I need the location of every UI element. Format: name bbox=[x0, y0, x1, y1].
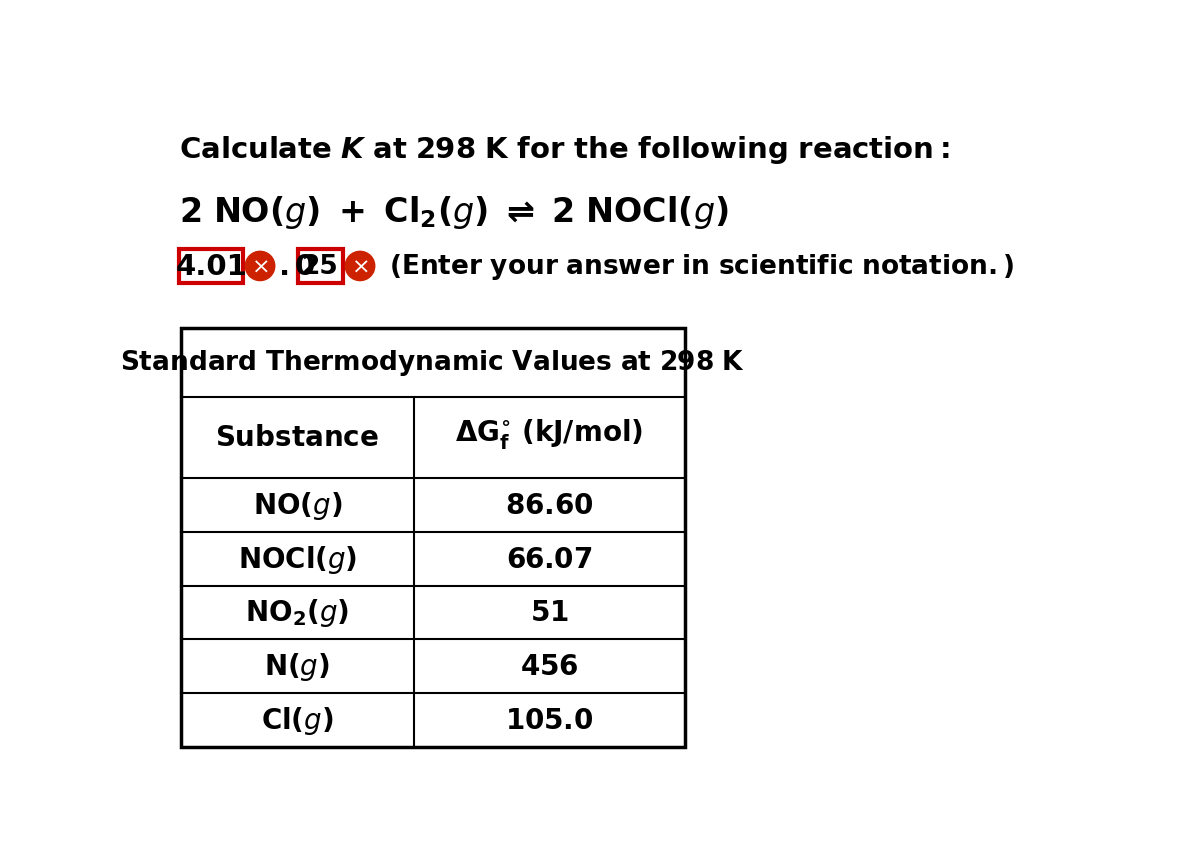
Text: $\mathbf{105.0}$: $\mathbf{105.0}$ bbox=[505, 706, 593, 734]
Text: 25: 25 bbox=[302, 254, 338, 279]
Text: $\times$: $\times$ bbox=[352, 257, 368, 277]
Circle shape bbox=[346, 252, 374, 281]
Text: $\mathbf{.0}$: $\mathbf{.0}$ bbox=[278, 252, 316, 280]
Text: $\mathbf{(Enter\ your\ answer\ in\ scientific\ notation.)}$: $\mathbf{(Enter\ your\ answer\ in\ scien… bbox=[389, 252, 1014, 282]
Text: $\mathbf{Substance}$: $\mathbf{Substance}$ bbox=[215, 424, 379, 452]
Bar bbox=[180, 250, 242, 284]
Text: $\times$: $\times$ bbox=[251, 257, 269, 277]
Text: $\mathbf{\Delta G^{\circ}_{f}\ (kJ/mol)}$: $\mathbf{\Delta G^{\circ}_{f}\ (kJ/mol)}… bbox=[455, 416, 643, 450]
Text: $\mathbf{456}$: $\mathbf{456}$ bbox=[520, 652, 578, 680]
Text: $\mathbf{Cl(\mathit{g})}$: $\mathbf{Cl(\mathit{g})}$ bbox=[260, 705, 334, 736]
Text: $\mathbf{Standard\ Thermodynamic\ Values\ at\ 298\ K}$: $\mathbf{Standard\ Thermodynamic\ Values… bbox=[120, 348, 745, 378]
Bar bbox=[298, 250, 343, 284]
Text: $\mathbf{51}$: $\mathbf{51}$ bbox=[529, 598, 569, 627]
Text: $\mathbf{Calculate}$ $\bfit{K}$ $\mathbf{at\ 298\ K\ for\ the\ following\ reacti: $\mathbf{Calculate}$ $\bfit{K}$ $\mathbf… bbox=[180, 133, 950, 165]
Text: $\mathbf{NOCl(\mathit{g})}$: $\mathbf{NOCl(\mathit{g})}$ bbox=[238, 543, 356, 575]
Text: $\mathbf{NO(\mathit{g})}$: $\mathbf{NO(\mathit{g})}$ bbox=[252, 489, 342, 521]
Circle shape bbox=[245, 252, 275, 281]
Text: $\mathbf{66.07}$: $\mathbf{66.07}$ bbox=[506, 545, 593, 573]
Text: 4.01: 4.01 bbox=[175, 252, 247, 280]
Bar bbox=[181, 328, 685, 747]
Text: $\mathbf{2\ NO(\mathit{g})\ +\ Cl_2(\mathit{g})\ \rightleftharpoons\ 2\ NOCl(\ma: $\mathbf{2\ NO(\mathit{g})\ +\ Cl_2(\mat… bbox=[180, 193, 730, 230]
Text: $\mathbf{86.60}$: $\mathbf{86.60}$ bbox=[505, 491, 593, 519]
Text: $\mathbf{NO_2(\mathit{g})}$: $\mathbf{NO_2(\mathit{g})}$ bbox=[245, 597, 349, 629]
Text: $\mathbf{N(\mathit{g})}$: $\mathbf{N(\mathit{g})}$ bbox=[264, 651, 330, 683]
